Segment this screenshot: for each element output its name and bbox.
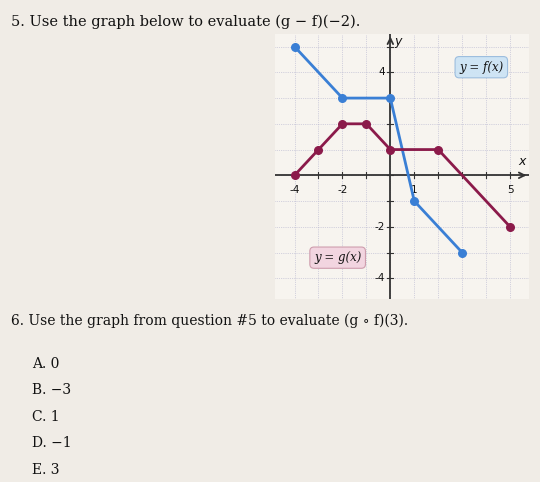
Text: y: y	[395, 35, 402, 48]
Text: C. 1: C. 1	[32, 410, 60, 424]
Point	[410, 197, 418, 205]
Text: 6. Use the graph from question #5 to evaluate (g ∘ f)(3).: 6. Use the graph from question #5 to eva…	[11, 313, 408, 328]
Point	[362, 120, 370, 128]
Text: A. 0: A. 0	[32, 357, 60, 371]
Point	[338, 94, 347, 102]
Text: 4: 4	[379, 67, 385, 77]
Point	[458, 249, 467, 256]
Text: E. 3: E. 3	[32, 463, 60, 477]
Text: 1: 1	[411, 185, 417, 195]
Point	[386, 94, 395, 102]
Text: x: x	[518, 155, 526, 168]
Text: -4: -4	[375, 273, 385, 283]
Text: 5: 5	[507, 185, 514, 195]
Point	[290, 172, 299, 179]
Point	[434, 146, 443, 153]
Text: 5. Use the graph below to evaluate (g − f)(−2).: 5. Use the graph below to evaluate (g − …	[11, 14, 360, 29]
Point	[314, 146, 323, 153]
Point	[290, 43, 299, 51]
Text: -4: -4	[289, 185, 300, 195]
Text: y = g(x): y = g(x)	[314, 251, 361, 264]
Text: B. −3: B. −3	[32, 383, 71, 397]
Text: -2: -2	[338, 185, 348, 195]
Text: -2: -2	[375, 222, 385, 232]
Text: D. −1: D. −1	[32, 436, 72, 450]
Point	[338, 120, 347, 128]
Point	[506, 223, 515, 230]
Point	[386, 146, 395, 153]
Text: y = f(x): y = f(x)	[459, 61, 503, 74]
